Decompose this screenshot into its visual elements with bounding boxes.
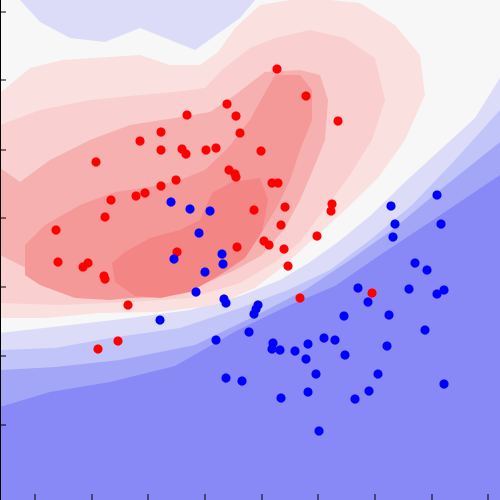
point-blue-38	[275, 345, 285, 355]
point-blue-29	[420, 325, 430, 335]
point-blue-22	[221, 298, 231, 308]
point-red-27	[327, 199, 337, 209]
point-blue-50	[439, 379, 449, 389]
point-blue-32	[319, 333, 329, 343]
point-red-1	[301, 91, 311, 101]
point-red-20	[156, 181, 166, 191]
point-red-41	[78, 262, 88, 272]
point-red-12	[201, 145, 211, 155]
point-blue-39	[290, 346, 300, 356]
point-red-44	[283, 261, 293, 271]
tick-marks	[0, 11, 489, 500]
point-red-28	[326, 206, 336, 216]
point-blue-3	[185, 204, 195, 214]
point-blue-15	[353, 283, 363, 293]
point-blue-51	[314, 426, 324, 436]
point-red-11	[181, 149, 191, 159]
point-red-49	[93, 344, 103, 354]
point-blue-46	[303, 387, 313, 397]
point-red-35	[264, 240, 274, 250]
point-blue-30	[244, 327, 254, 337]
point-blue-19	[191, 287, 201, 297]
point-blue-45	[237, 376, 247, 386]
point-red-26	[280, 202, 290, 212]
point-blue-5	[390, 219, 400, 229]
point-blue-25	[249, 309, 259, 319]
point-blue-41	[301, 354, 311, 364]
point-red-14	[256, 146, 266, 156]
point-red-3	[222, 99, 232, 109]
point-blue-0	[432, 190, 442, 200]
point-blue-18	[432, 289, 442, 299]
point-red-5	[333, 116, 343, 126]
point-blue-27	[384, 310, 394, 320]
point-red-45	[295, 293, 305, 303]
point-red-32	[312, 231, 322, 241]
point-red-13	[211, 143, 221, 153]
point-blue-1	[386, 201, 396, 211]
point-blue-28	[155, 315, 165, 325]
contour-level-blue-top	[0, 0, 255, 50]
point-blue-26	[339, 311, 349, 321]
point-red-48	[113, 336, 123, 346]
point-blue-44	[221, 373, 231, 383]
point-red-30	[100, 212, 110, 222]
point-red-33	[51, 225, 61, 235]
point-red-4	[231, 111, 241, 121]
point-red-9	[156, 145, 166, 155]
point-red-37	[279, 244, 289, 254]
point-blue-35	[330, 335, 340, 345]
point-blue-9	[217, 249, 227, 259]
point-red-15	[91, 157, 101, 167]
point-blue-48	[276, 393, 286, 403]
point-blue-43	[373, 369, 383, 379]
point-red-47	[367, 288, 377, 298]
point-blue-21	[363, 297, 373, 307]
point-red-7	[235, 128, 245, 138]
point-red-22	[273, 178, 283, 188]
point-blue-4	[205, 206, 215, 216]
point-red-18	[230, 169, 240, 179]
axes	[0, 0, 489, 500]
point-blue-2	[166, 197, 176, 207]
point-red-23	[140, 188, 150, 198]
point-blue-42	[311, 369, 321, 379]
point-blue-17	[439, 285, 449, 295]
point-blue-47	[364, 386, 374, 396]
point-blue-10	[169, 254, 179, 264]
point-blue-14	[200, 267, 210, 277]
point-blue-37	[267, 344, 277, 354]
point-red-36	[232, 242, 242, 252]
point-red-0	[272, 64, 282, 74]
point-red-43	[100, 274, 110, 284]
point-blue-11	[410, 258, 420, 268]
point-blue-36	[382, 341, 392, 351]
point-red-25	[106, 195, 116, 205]
point-red-46	[123, 300, 133, 310]
point-blue-13	[422, 265, 432, 275]
point-red-6	[156, 127, 166, 137]
point-red-8	[135, 136, 145, 146]
point-red-31	[276, 220, 286, 230]
point-blue-31	[211, 335, 221, 345]
point-red-24	[131, 191, 141, 201]
point-blue-7	[194, 228, 204, 238]
contour-level-red-5	[112, 178, 268, 298]
point-blue-12	[218, 259, 228, 269]
point-red-39	[53, 257, 63, 267]
point-blue-40	[340, 350, 350, 360]
point-blue-49	[350, 394, 360, 404]
point-blue-8	[388, 232, 398, 242]
point-blue-6	[436, 219, 446, 229]
point-red-2	[182, 110, 192, 120]
point-red-29	[249, 205, 259, 215]
point-red-19	[171, 175, 181, 185]
point-red-38	[172, 247, 182, 257]
data-points	[51, 64, 449, 436]
point-blue-16	[404, 284, 414, 294]
point-blue-34	[303, 339, 313, 349]
